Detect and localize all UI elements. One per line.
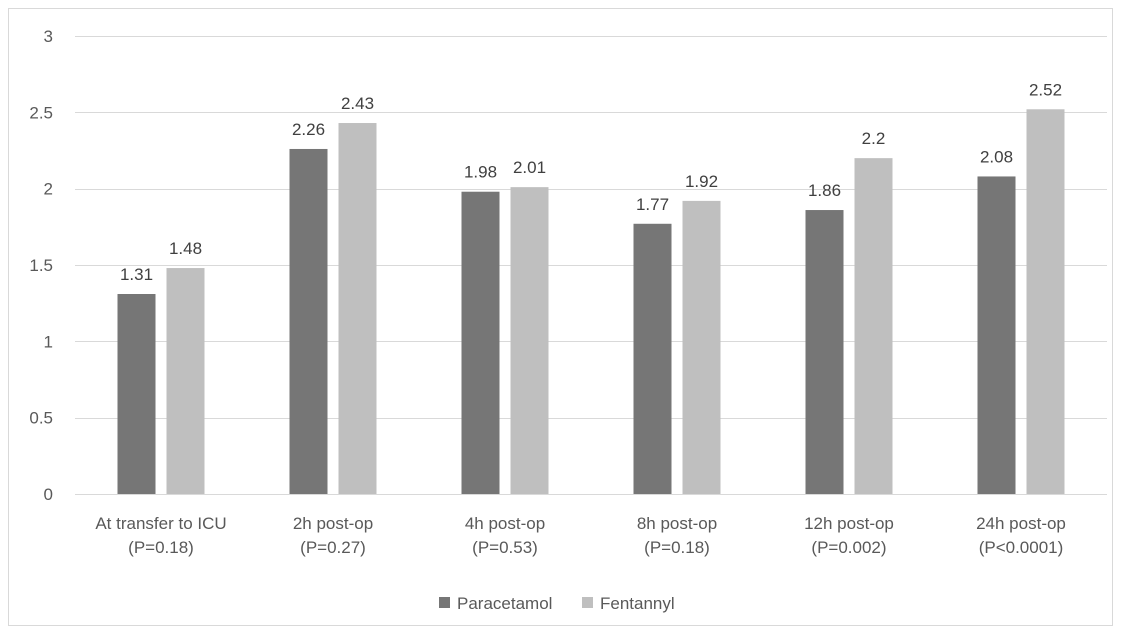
legend-label-fentannyl: Fentannyl <box>600 594 675 613</box>
bar-fentannyl <box>682 200 721 494</box>
data-label: 2.08 <box>980 147 1013 166</box>
data-labels: 1.31 1.48 2.26 2.43 1.98 2.01 1.77 1.92 1.86 2.2 2… <box>120 80 1062 284</box>
y-tick-label: 0.5 <box>29 409 53 428</box>
x-tick-label: (P=0.18) <box>128 538 194 557</box>
data-label: 2.43 <box>341 94 374 113</box>
x-tick-label: 24h post-op <box>976 514 1066 533</box>
x-axis-ticks: At transfer to ICU (P=0.18) 2h post-op (P=0… <box>95 514 1066 557</box>
data-label: 2.01 <box>513 158 546 177</box>
data-label: 2.2 <box>862 129 886 148</box>
y-tick-label: 3 <box>44 27 53 46</box>
data-label: 1.48 <box>169 239 202 258</box>
bar-paracetamol <box>977 176 1016 494</box>
bar-paracetamol <box>633 223 672 494</box>
legend-swatch-paracetamol <box>439 597 450 608</box>
x-tick-label: 12h post-op <box>804 514 894 533</box>
x-tick-label: At transfer to ICU <box>95 514 226 533</box>
x-tick-label: 4h post-op <box>465 514 545 533</box>
data-label: 1.92 <box>685 172 718 191</box>
y-axis-ticks: 0 0.5 1 1.5 2 2.5 3 <box>29 27 53 504</box>
data-label: 2.52 <box>1029 80 1062 99</box>
y-tick-label: 2.5 <box>29 103 53 122</box>
bar-paracetamol <box>461 191 500 494</box>
bars <box>117 109 1065 495</box>
x-tick-label: (P=0.18) <box>644 538 710 557</box>
bar-fentannyl <box>510 187 549 494</box>
bar-paracetamol <box>805 210 844 495</box>
bar-paracetamol <box>289 148 328 494</box>
y-tick-label: 1.5 <box>29 256 53 275</box>
y-tick-label: 1 <box>44 332 53 351</box>
bar-fentannyl <box>1026 109 1065 494</box>
bar-fentannyl <box>338 123 377 495</box>
bar-paracetamol <box>117 294 156 494</box>
y-tick-label: 2 <box>44 180 53 199</box>
bar-fentannyl <box>854 158 893 494</box>
data-label: 1.86 <box>808 181 841 200</box>
legend: Paracetamol Fentannyl <box>439 594 675 613</box>
x-tick-label: 8h post-op <box>637 514 717 533</box>
bar-fentannyl <box>166 268 205 494</box>
legend-swatch-fentannyl <box>582 597 593 608</box>
x-tick-label: 2h post-op <box>293 514 373 533</box>
x-tick-label: (P=0.27) <box>300 538 366 557</box>
data-label: 1.31 <box>120 265 153 284</box>
x-tick-label: (P=0.53) <box>472 538 538 557</box>
legend-label-paracetamol: Paracetamol <box>457 594 552 613</box>
x-tick-label: (P<0.0001) <box>979 538 1064 557</box>
x-tick-label: (P=0.002) <box>811 538 886 557</box>
data-label: 1.77 <box>636 195 669 214</box>
data-label: 1.98 <box>464 163 497 182</box>
data-label: 2.26 <box>292 120 325 139</box>
gridlines <box>75 36 1107 495</box>
y-tick-label: 0 <box>44 485 53 504</box>
